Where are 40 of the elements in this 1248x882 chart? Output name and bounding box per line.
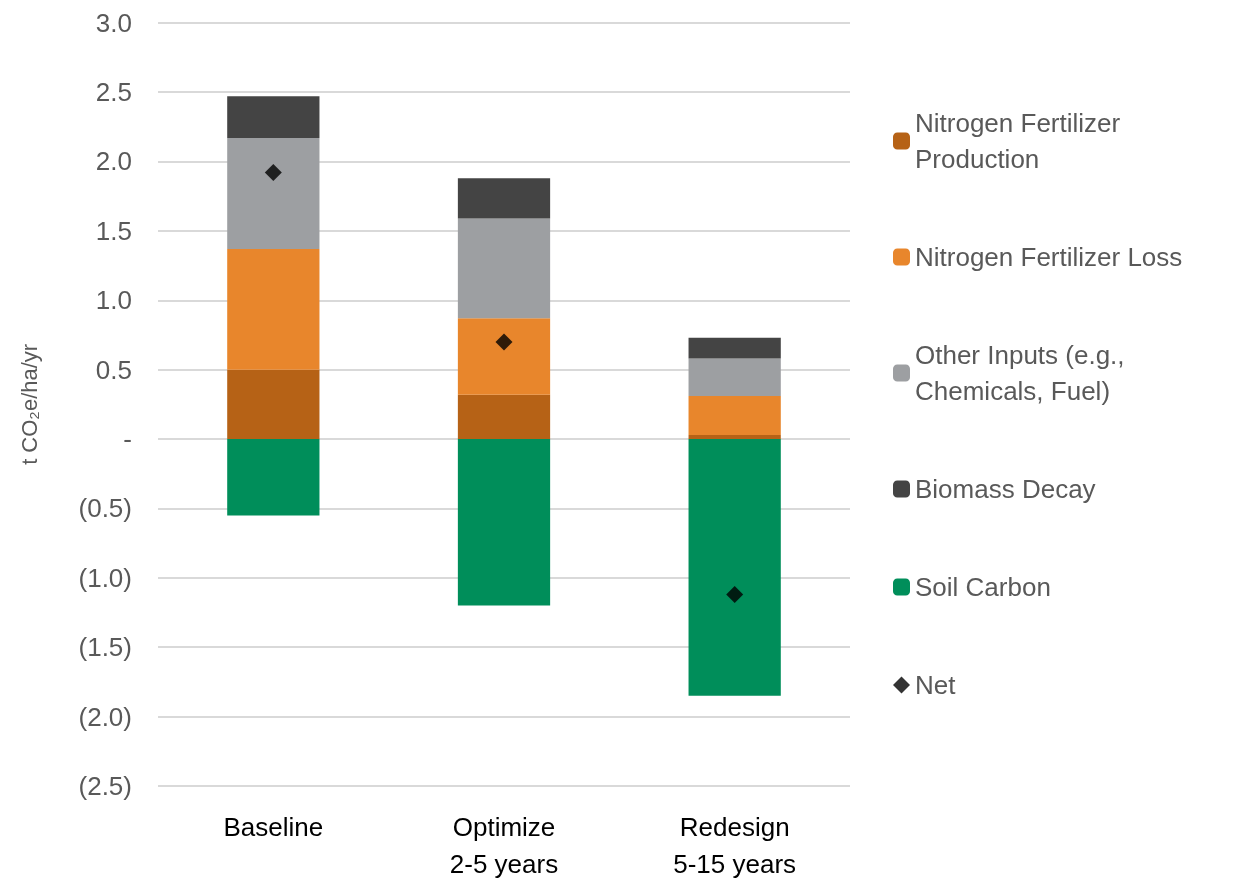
bar (457, 439, 551, 606)
legend-label: Biomass Decay (915, 474, 1096, 504)
y-tick-label: (0.5) (78, 493, 132, 524)
legend-label: Net (915, 670, 957, 700)
x-tick-label: Baseline (223, 811, 324, 842)
bar (457, 394, 551, 440)
y-tick-label: 2.0 (95, 146, 132, 177)
y-tick-label: (2.5) (78, 771, 132, 801)
y-tick-label: 2.5 (95, 77, 132, 108)
legend-label: Other Inputs (e.g., Chemicals, Fuel) (915, 340, 1125, 406)
y-tick-label: (2.0) (78, 701, 132, 732)
bar (227, 137, 320, 249)
bar (457, 178, 551, 219)
y-tick-label: - (123, 424, 132, 455)
y-axis-title: t CO₂e/ha/yr (16, 343, 42, 465)
point (726, 585, 744, 603)
x-tick-label: Redesign 5-15 years (673, 811, 797, 879)
y-tick-label: 1.5 (95, 215, 132, 246)
bar (688, 358, 781, 397)
y-tick-label: (1.5) (78, 632, 132, 663)
legend-label: Nitrogen Fertilizer Production (915, 108, 1121, 174)
x-tick-label: Optimize 2-5 years (449, 811, 559, 879)
point (264, 164, 282, 182)
legend-label: Soil Carbon (915, 572, 1051, 602)
bar (227, 248, 320, 370)
point (495, 333, 513, 351)
y-tick-label: 3.0 (95, 7, 132, 38)
bar (227, 96, 320, 138)
bar (227, 439, 320, 516)
bar (457, 218, 551, 319)
bar (688, 337, 781, 359)
bar (457, 318, 551, 395)
bar (688, 439, 781, 696)
legend-label: Nitrogen Fertilizer Loss (915, 242, 1183, 272)
bar (688, 396, 781, 435)
bar (227, 369, 320, 440)
bar (688, 434, 781, 440)
y-tick-label: (1.0) (78, 562, 132, 593)
y-tick-label: 1.0 (95, 285, 132, 316)
y-tick-label: 0.5 (95, 354, 132, 385)
